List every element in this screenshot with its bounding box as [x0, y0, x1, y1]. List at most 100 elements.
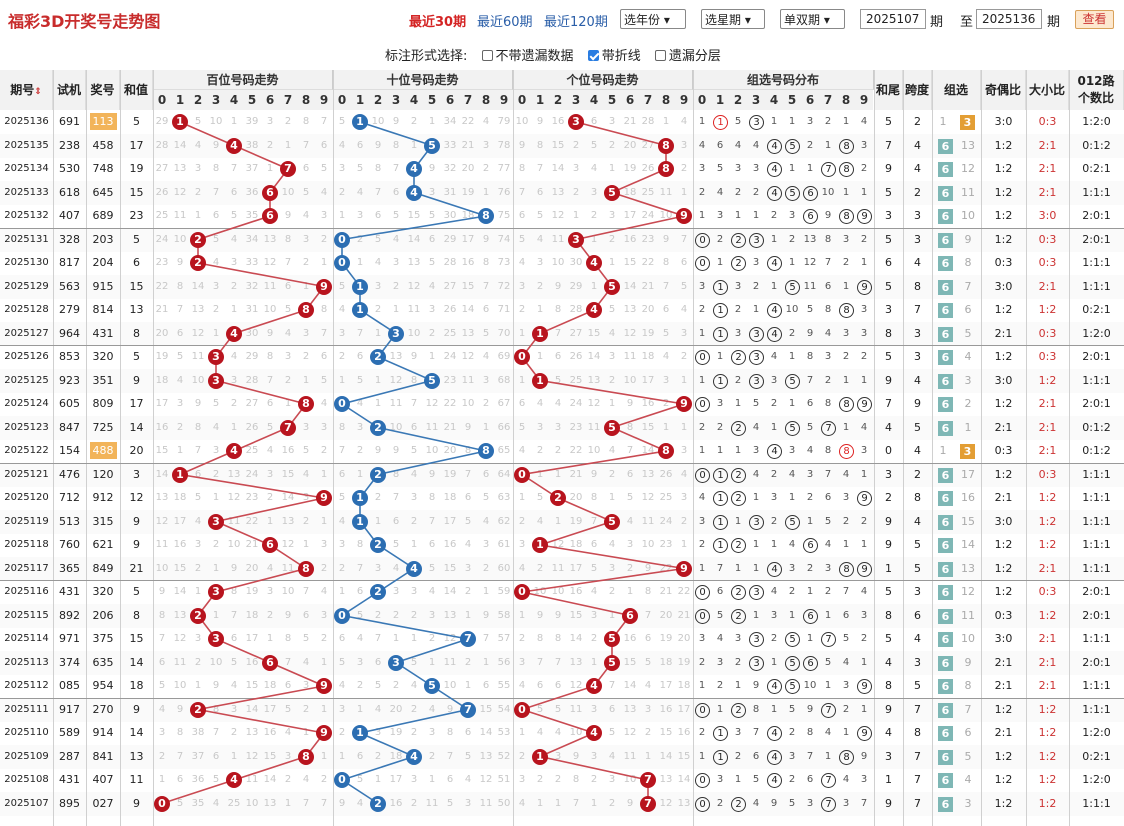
digit-header: 6	[621, 90, 639, 110]
drawn-digit-ball: 1	[172, 114, 188, 130]
miss-count: 32	[443, 163, 457, 174]
year-select[interactable]: 选年份 ▾	[620, 9, 686, 29]
miss-count: 5	[284, 304, 292, 315]
no-miss-checkbox[interactable]	[481, 50, 493, 61]
road-ratio-cell: 1:2:0	[1082, 326, 1111, 340]
digit-header: 5	[783, 90, 801, 110]
group-digit-circle: 1	[713, 373, 728, 389]
sum-cell: 12	[129, 491, 144, 504]
drawn-digit-ball: 1	[352, 513, 368, 530]
ones-header: 个位号码走势	[513, 70, 693, 90]
miss-count: 1	[338, 374, 346, 386]
group-miss-count: 1	[698, 210, 706, 221]
road-ratio-cell: 2:0:1	[1082, 655, 1111, 669]
miss-count: 6	[374, 656, 382, 668]
group-miss-count: 3	[770, 374, 778, 386]
drawn-digit-ball: 4	[586, 678, 602, 694]
miss-count: 4	[662, 351, 670, 362]
test-number-cell: 589	[59, 726, 80, 739]
miss-count: 12	[551, 210, 565, 221]
miss-count: 2	[302, 257, 310, 268]
period-header[interactable]: 期号⇕	[0, 70, 53, 110]
miss-count: 11	[425, 421, 439, 433]
miss-count: 2	[356, 680, 364, 691]
miss-count: 4	[338, 139, 346, 151]
miss-count: 20	[623, 139, 637, 151]
from-period-input[interactable]: 2025107	[860, 9, 926, 29]
test-number-cell: 691	[59, 115, 80, 128]
miss-count: 13	[173, 609, 187, 621]
group-type-tag: 6	[938, 256, 953, 271]
period-cell: 2025122	[4, 445, 49, 456]
miss-count: 7	[518, 186, 526, 198]
miss-count: 1	[536, 351, 544, 362]
miss-count: 4	[266, 562, 274, 574]
road-ratio-cell: 2:0:1	[1082, 209, 1111, 222]
miss-count: 5	[482, 492, 490, 503]
period-cell: 2025120	[4, 492, 49, 503]
sum-tail-cell: 0	[885, 444, 892, 457]
group-miss-count: 2	[788, 774, 796, 785]
miss-layer-checkbox[interactable]	[654, 50, 666, 61]
table-row: 2025132 407 689 23 25 11 1 6 5 35 6 9 4 3 1 3 6 5 15 5 30 18 8…	[0, 204, 1124, 228]
test-number-cell: 407	[59, 209, 80, 222]
miss-count: 7	[320, 797, 328, 809]
miss-count: 11	[443, 656, 457, 668]
miss-count: 77	[497, 163, 511, 174]
sum-tail-cell: 5	[885, 279, 892, 293]
odd-even-cell: 2:1	[994, 726, 1013, 739]
miss-count: 1	[590, 797, 598, 809]
digit-header: 2	[369, 90, 387, 110]
link-recent-120[interactable]: 最近120期	[544, 15, 608, 30]
prize-number: 689	[92, 209, 114, 222]
week-select[interactable]: 选星期 ▾	[701, 9, 765, 29]
link-recent-60[interactable]: 最近60期	[477, 15, 533, 30]
prize-number: 203	[92, 232, 114, 246]
period-cell: 2025113	[4, 656, 49, 668]
miss-count: 4	[266, 445, 274, 456]
miss-count: 1	[626, 586, 634, 597]
group-miss-count: 1	[698, 116, 706, 127]
prize-number-cell: 488	[86, 439, 120, 463]
parity-select[interactable]: 单双期 ▾	[780, 9, 845, 29]
drawn-digit-ball: 3	[568, 231, 584, 248]
group-digit-circle: 5	[785, 514, 800, 530]
miss-count: 4	[608, 539, 616, 550]
link-recent-30[interactable]: 最近30期	[409, 15, 467, 30]
group-miss-count: 3	[824, 351, 832, 362]
group-digit-circle: 0	[695, 350, 710, 365]
test-number-cell: 964	[59, 326, 80, 340]
miss-count: 4	[482, 116, 490, 127]
group-digit-circle: 3	[749, 655, 764, 671]
miss-count: 10	[281, 186, 295, 198]
drawn-digit-ball: 5	[604, 419, 620, 436]
query-button[interactable]: 查看	[1075, 10, 1114, 29]
miss-count: 1	[338, 586, 346, 597]
miss-count: 54	[497, 703, 511, 715]
miss-count: 3	[482, 139, 490, 151]
polyline-checkbox[interactable]	[587, 50, 599, 61]
miss-count: 6	[356, 139, 364, 151]
big-small-cell: 1:2	[1038, 608, 1057, 622]
group-type-miss: 8	[964, 256, 972, 269]
miss-count: 1	[266, 163, 274, 174]
prize-number-cell: 809	[86, 392, 120, 416]
miss-count: 9	[284, 609, 292, 621]
big-small-cell: 2:1	[1038, 420, 1057, 434]
road-ratio-cell: 1:1:1	[1082, 373, 1111, 387]
to-period-input[interactable]: 2025136	[976, 9, 1042, 29]
miss-count: 2	[284, 374, 292, 386]
odd-even-cell: 1:2	[994, 585, 1013, 598]
miss-count: 10	[263, 304, 277, 315]
group-type-tag: 6	[938, 303, 953, 318]
miss-count: 9	[626, 797, 634, 809]
drawn-digit-ball: 1	[532, 537, 548, 553]
group-type-miss: 2	[964, 397, 972, 410]
miss-count: 12	[659, 797, 673, 809]
drawn-digit-ball: 5	[424, 372, 440, 389]
miss-count: 20	[443, 445, 457, 456]
sum-cell: 13	[129, 749, 144, 763]
miss-count: 6	[464, 727, 472, 738]
miss-count: 12	[569, 680, 583, 691]
miss-count: 2	[284, 774, 292, 785]
